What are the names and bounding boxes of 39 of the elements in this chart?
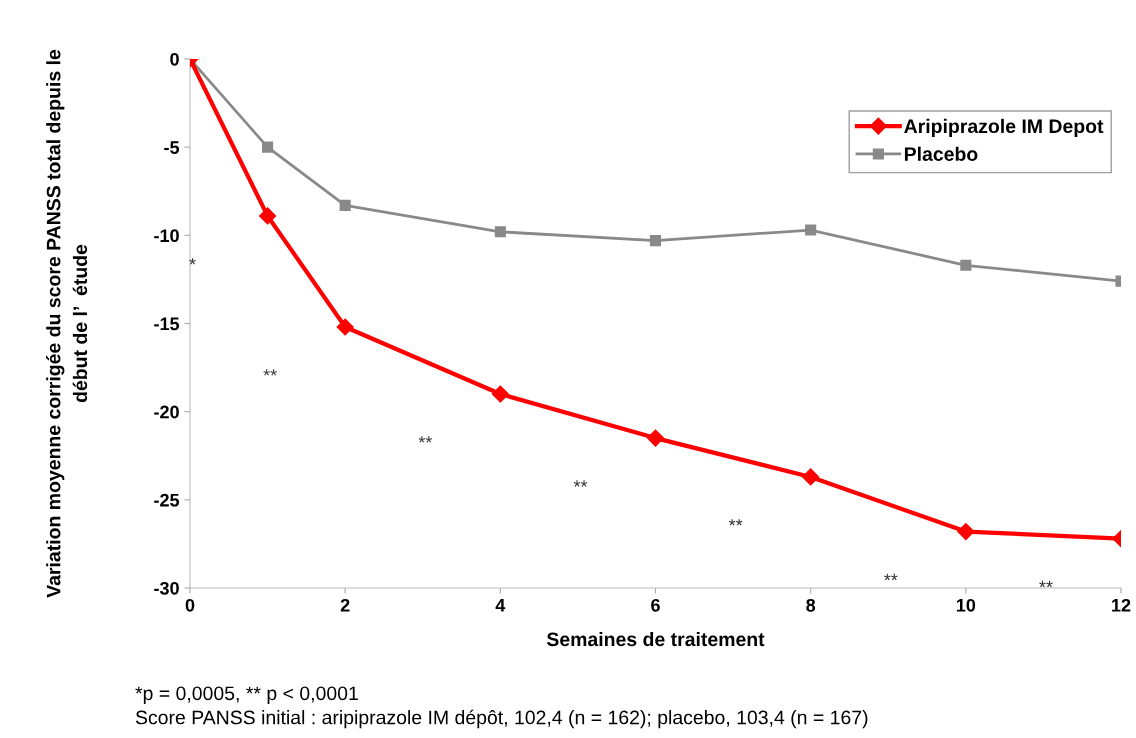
y-tick-label: -5: [164, 141, 180, 154]
text: Score PANSS initial : aripiprazole IM dépôt, 102,4 (n = 162); placebo, 103,4 (n = 167): [135, 709, 868, 729]
y-tick-label: -30: [154, 581, 179, 595]
x-tick-label: 12: [1112, 598, 1131, 612]
x-tick-label: 2: [340, 598, 350, 612]
x-tick-label: 6: [651, 598, 660, 612]
point: [259, 207, 277, 225]
y-tick-label: -20: [154, 405, 179, 419]
text: *p = 0,0005, ** p < 0,0001: [135, 686, 358, 705]
point: [957, 523, 975, 541]
annotation: **: [263, 369, 277, 376]
point: [336, 318, 354, 336]
y-tick-label: -10: [154, 229, 179, 243]
x-axis-title: Semaines de traitement: [546, 631, 765, 647]
x-tick-label: 0: [185, 598, 195, 612]
y-axis-title: Variation moyenne corrigée du score PANSS total depuis le début de l’ étude: [46, 49, 88, 598]
annotation: **: [1039, 580, 1053, 588]
point: [960, 259, 972, 271]
legend-label: Aripiprazole IM Depot: [904, 118, 1104, 137]
annotation: *: [189, 258, 196, 265]
x-tick-label: 4: [495, 599, 506, 612]
point: [802, 468, 820, 486]
y-tick-label: 0: [170, 52, 179, 66]
point: [491, 385, 509, 403]
point: [649, 235, 662, 247]
x-tick-label: 10: [956, 598, 976, 612]
y-tick-label: -25: [154, 493, 180, 507]
annotation: **: [728, 519, 743, 526]
point: [262, 141, 274, 153]
point: [494, 226, 506, 238]
annotation: **: [884, 573, 898, 581]
annotation: **: [573, 480, 588, 487]
legend-label: Placebo: [904, 146, 978, 161]
point: [646, 429, 665, 447]
point: [805, 224, 817, 236]
point: [339, 199, 351, 211]
annotation: **: [418, 436, 433, 443]
x-tick-label: 8: [806, 598, 816, 612]
y-tick-label: -15: [154, 317, 180, 331]
